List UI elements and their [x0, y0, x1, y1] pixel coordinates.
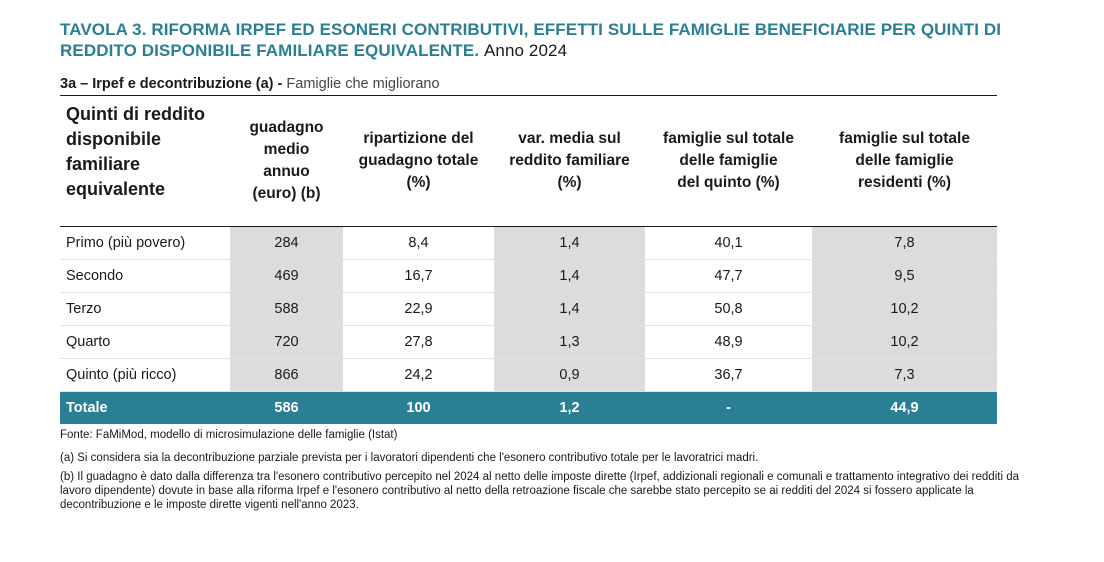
table-row: Terzo 588 22,9 1,4 50,8 10,2: [60, 292, 997, 326]
column-header-1: guadagno medio annuo (euro) (b): [230, 96, 343, 227]
table-subtitle: 3a – Irpef e decontribuzione (a) - Famig…: [60, 76, 440, 92]
column-header-line: del quinto (%): [677, 174, 780, 191]
table-cell: 8,4: [343, 226, 494, 260]
column-header-line: reddito familiare: [509, 152, 630, 169]
total-row: Totale 586 100 1,2-44,9: [60, 391, 997, 424]
column-header-0: Quinti di reddito disponibile familiare equ…: [60, 96, 230, 227]
table-cell: 7,8: [812, 226, 997, 260]
table-cell: 866: [230, 358, 343, 392]
column-header-line: famiglie sul totale: [839, 130, 970, 147]
column-header-line: guadagno totale: [358, 152, 479, 169]
table-cell: 50,8: [645, 292, 812, 326]
column-header-line: Quinti di reddito: [66, 104, 205, 124]
table-cell: 7,3: [812, 358, 997, 392]
column-header-line: equivalente: [66, 179, 166, 199]
footnote-b: (b) Il guadagno è dato dalla differenza …: [60, 471, 1019, 511]
subtitle-bold: 3a – Irpef e decontribuzione (a) -: [60, 76, 283, 92]
table-cell: 16,7: [343, 259, 494, 293]
column-header-line: (euro) (b): [252, 185, 321, 202]
column-header-line: guadagno: [249, 119, 324, 136]
total-cell: 586: [230, 391, 343, 424]
table-cell: 36,7: [645, 358, 812, 392]
column-header-line: medio: [263, 141, 310, 158]
total-cell: -: [645, 391, 812, 424]
header-row: Quinti di reddito disponibile familiare equ…: [60, 96, 997, 227]
table-cell: 720: [230, 325, 343, 359]
table-cell: 1,4: [494, 259, 645, 293]
column-header-line: (%): [557, 174, 582, 191]
table-cell: 0,9: [494, 358, 645, 392]
source-note: Fonte: FaMiMod, modello di microsimulazi…: [60, 429, 398, 441]
table-cell: 47,7: [645, 259, 812, 293]
column-header-line: ripartizione del: [363, 130, 474, 147]
table-row: Secondo 469 16,7 1,4 47,7 9,5: [60, 259, 997, 293]
table-row: Quarto 720 27,8 1,3 48,9 10,2: [60, 325, 997, 359]
table-row: Quinto (più ricco) 866 24,2 0,9 36,7 7,3: [60, 358, 997, 392]
table-body: Primo (più povero) 284 8,4 1,4 40,1 7,8 Second…: [60, 226, 997, 424]
top-rule: [60, 95, 997, 96]
total-cell: 44,9: [812, 391, 997, 424]
total-label: Totale: [60, 391, 230, 424]
column-header-line: var. media sul: [518, 130, 621, 147]
table-cell: 10,2: [812, 325, 997, 359]
table-cell: 22,9: [343, 292, 494, 326]
column-header-line: famiglie sul totale: [663, 130, 794, 147]
table-cell: 588: [230, 292, 343, 326]
column-header-line: residenti (%): [857, 174, 951, 191]
table-cell: 469: [230, 259, 343, 293]
table-cell: 48,9: [645, 325, 812, 359]
total-cell: 100: [343, 391, 494, 424]
row-label: Secondo: [60, 259, 230, 293]
column-header-line: familiare: [66, 154, 141, 174]
table-cell: 10,2: [812, 292, 997, 326]
total-cell: 1,2: [494, 391, 645, 424]
column-header-line: (%): [406, 174, 431, 191]
row-label: Quinto (più ricco): [60, 358, 230, 392]
title-main: TAVOLA 3. RIFORMA IRPEF ED ESONERI CONTR…: [60, 20, 1002, 60]
table-cell: 9,5: [812, 259, 997, 293]
table-row: Primo (più povero) 284 8,4 1,4 40,1 7,8: [60, 226, 997, 260]
row-label: Primo (più povero): [60, 226, 230, 260]
subtitle-light: Famiglie che migliorano: [286, 76, 440, 92]
row-label: Quarto: [60, 325, 230, 359]
column-header-5: famiglie sul totale delle famiglie residen…: [812, 96, 997, 227]
table-title: TAVOLA 3. RIFORMA IRPEF ED ESONERI CONTR…: [60, 19, 1060, 61]
table-cell: 1,4: [494, 226, 645, 260]
column-header-4: famiglie sul totale delle famiglie del qui…: [645, 96, 812, 227]
table-cell: 24,2: [343, 358, 494, 392]
title-year: Anno 2024: [483, 41, 568, 60]
column-header-line: delle famiglie: [855, 152, 954, 169]
column-header-2: ripartizione del guadagno totale (%): [343, 96, 494, 227]
column-header-line: annuo: [263, 163, 310, 180]
footnotes: Fonte: FaMiMod, modello di microsimulazi…: [60, 428, 1035, 517]
table-cell: 1,3: [494, 325, 645, 359]
row-label: Terzo: [60, 292, 230, 326]
data-table: Quinti di reddito disponibile familiare equ…: [60, 96, 997, 424]
table-cell: 40,1: [645, 226, 812, 260]
table-cell: 284: [230, 226, 343, 260]
column-header-line: disponibile: [66, 129, 162, 149]
column-header-3: var. media sul reddito familiare (%): [494, 96, 645, 227]
table-cell: 27,8: [343, 325, 494, 359]
footnote-a: (a) Si considera sia la decontribuzione …: [60, 452, 759, 464]
column-header-line: delle famiglie: [679, 152, 778, 169]
table-cell: 1,4: [494, 292, 645, 326]
